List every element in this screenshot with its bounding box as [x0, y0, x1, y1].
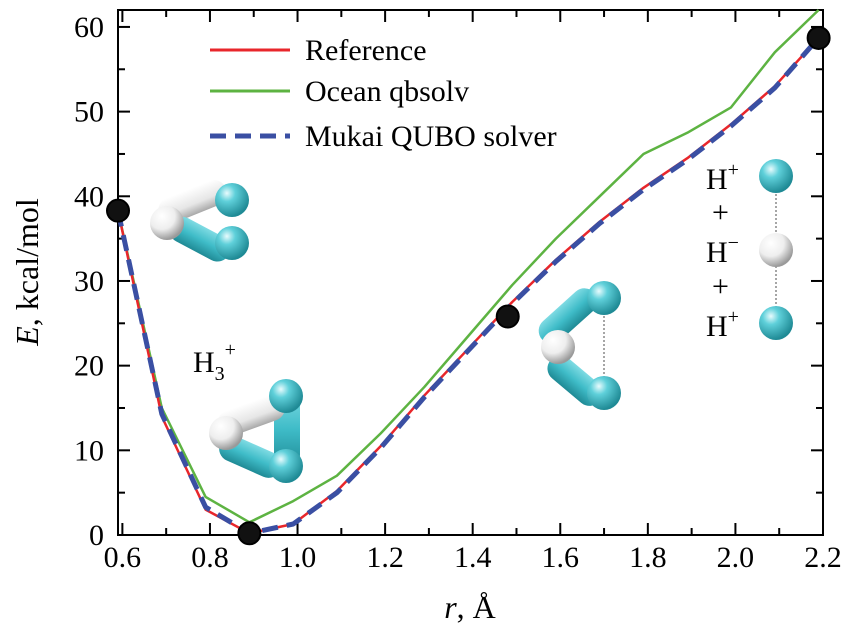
x-axis-var: r	[444, 589, 457, 624]
x-tick-label: 0.8	[191, 541, 229, 574]
h3-base: H	[193, 346, 215, 379]
dissoc-plus-2: +	[712, 270, 729, 303]
y-tick-label: 20	[74, 350, 104, 383]
y-tick-label: 30	[74, 265, 104, 298]
dissociated-atoms-icon	[759, 159, 793, 340]
dissoc-h-minus: H−	[706, 232, 739, 269]
h3-sub: 3	[215, 363, 225, 385]
x-tick-label: 2.0	[717, 541, 755, 574]
x-tick-label: 1.2	[366, 541, 404, 574]
y-axis-unit: , kcal/mol	[9, 198, 45, 326]
x-tick-label: 1.8	[629, 541, 667, 574]
point-marker	[106, 198, 130, 223]
x-tick-label: 1.4	[454, 541, 492, 574]
dissociation-labels: H+ + H− + H+	[706, 159, 739, 343]
series-line-ocean-qbsolv	[116, 9, 820, 524]
h3-plus-label: H3+	[193, 339, 236, 385]
axis-ticks	[118, 10, 824, 536]
legend-label-reference: Reference	[305, 34, 427, 67]
x-tick-label: 2.2	[804, 541, 841, 574]
plot-frame	[117, 9, 824, 536]
molecule-stretched-h3-icon	[538, 281, 621, 410]
point-marker	[495, 304, 520, 329]
point-marker	[806, 25, 831, 50]
y-tick-label: 50	[74, 96, 104, 129]
y-axis-title: E, kcal/mol	[9, 198, 45, 347]
legend-label-ocean: Ocean qbsolv	[305, 75, 469, 108]
h3-sup: +	[225, 339, 236, 361]
molecule-linear-h3-icon	[150, 179, 249, 262]
dissoc-h-plus-1: H+	[706, 159, 739, 196]
y-tick-label: 60	[74, 11, 104, 44]
y-tick-label: 40	[74, 180, 104, 213]
legend-label-mukai: Mukai QUBO solver	[305, 120, 557, 153]
point-markers	[106, 25, 831, 546]
molecule-triangular-h3-icon	[209, 379, 303, 483]
point-marker	[237, 521, 262, 546]
dissoc-plus-1: +	[712, 196, 729, 229]
x-tick-label: 1.6	[542, 541, 580, 574]
x-axis-unit: , Å	[457, 589, 496, 624]
x-axis-title: r, Å	[444, 589, 496, 624]
y-tick-label: 10	[74, 434, 104, 467]
y-tick-label: 0	[89, 519, 104, 552]
y-axis-var: E	[9, 326, 45, 347]
series-line-mukai-qubo-solver	[115, 36, 821, 536]
tick-labels: 0.6 0.8 1.0 1.2 1.4 1.6 1.8 2.0 2.2 0 10 20 30 40 50 60	[74, 11, 841, 574]
x-tick-label: 1.0	[279, 541, 317, 574]
series-lines	[115, 9, 821, 536]
legend: Reference Ocean qbsolv Mukai QUBO solver	[210, 34, 557, 153]
x-tick-label: 0.6	[104, 541, 142, 574]
dissoc-h-plus-2: H+	[706, 306, 739, 343]
